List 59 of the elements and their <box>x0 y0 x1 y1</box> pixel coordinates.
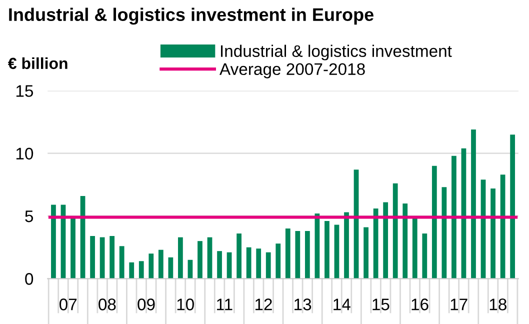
y-tick-label: 15 <box>16 85 34 97</box>
bar <box>510 134 515 279</box>
bar <box>129 262 134 279</box>
x-tick-label: 15 <box>372 298 390 310</box>
y-tick-label: 10 <box>16 148 34 160</box>
bar <box>324 221 330 279</box>
bar <box>158 250 164 279</box>
bar <box>266 252 271 279</box>
y-tick-label: 5 <box>25 210 34 222</box>
legend-label: Average 2007-2018 <box>220 63 365 78</box>
x-tick-label: 17 <box>450 298 468 310</box>
x-tick-label: 09 <box>138 298 155 310</box>
bar <box>207 237 212 279</box>
bar <box>100 237 105 279</box>
bar <box>70 218 76 279</box>
x-tick-label: 14 <box>334 298 350 310</box>
bar <box>276 244 281 279</box>
x-tick-label: 16 <box>412 298 428 310</box>
bar <box>178 237 183 279</box>
bar <box>422 234 428 279</box>
x-tick-label: 10 <box>177 298 194 310</box>
bar <box>402 203 408 279</box>
x-tick-label: 18 <box>490 298 506 310</box>
bar <box>442 187 447 279</box>
chart-title: Industrial & logistics investment in Europe <box>9 8 374 25</box>
x-tick-label: 13 <box>294 298 312 310</box>
bar <box>490 188 496 279</box>
x-tick-label: 11 <box>217 298 232 310</box>
bar <box>295 231 300 279</box>
y-tick-label: 0 <box>25 273 34 285</box>
bar <box>51 204 56 279</box>
bar <box>364 227 368 279</box>
bar <box>246 247 252 279</box>
x-tick-label: 07 <box>60 298 77 310</box>
bar <box>304 231 310 279</box>
bar <box>392 183 398 279</box>
bar <box>412 218 418 279</box>
bar <box>256 248 262 279</box>
x-tick-label: 08 <box>98 298 116 310</box>
bar <box>285 228 290 279</box>
bar <box>217 251 222 279</box>
bar <box>138 261 144 279</box>
x-tick-label: 12 <box>255 298 272 310</box>
bar <box>90 236 95 279</box>
bar <box>236 234 242 279</box>
bar <box>432 166 437 279</box>
bar <box>119 246 124 279</box>
y-axis-title: € billion <box>8 57 68 70</box>
bar <box>110 236 115 279</box>
bar <box>471 130 476 279</box>
bar <box>198 241 202 279</box>
bar <box>383 202 388 279</box>
legend-label: Industrial & logistics investment <box>221 44 452 60</box>
bar <box>168 257 174 279</box>
bar <box>334 224 340 279</box>
bar <box>148 254 154 279</box>
bar <box>344 212 349 279</box>
bar <box>373 208 378 279</box>
bar <box>452 156 456 279</box>
